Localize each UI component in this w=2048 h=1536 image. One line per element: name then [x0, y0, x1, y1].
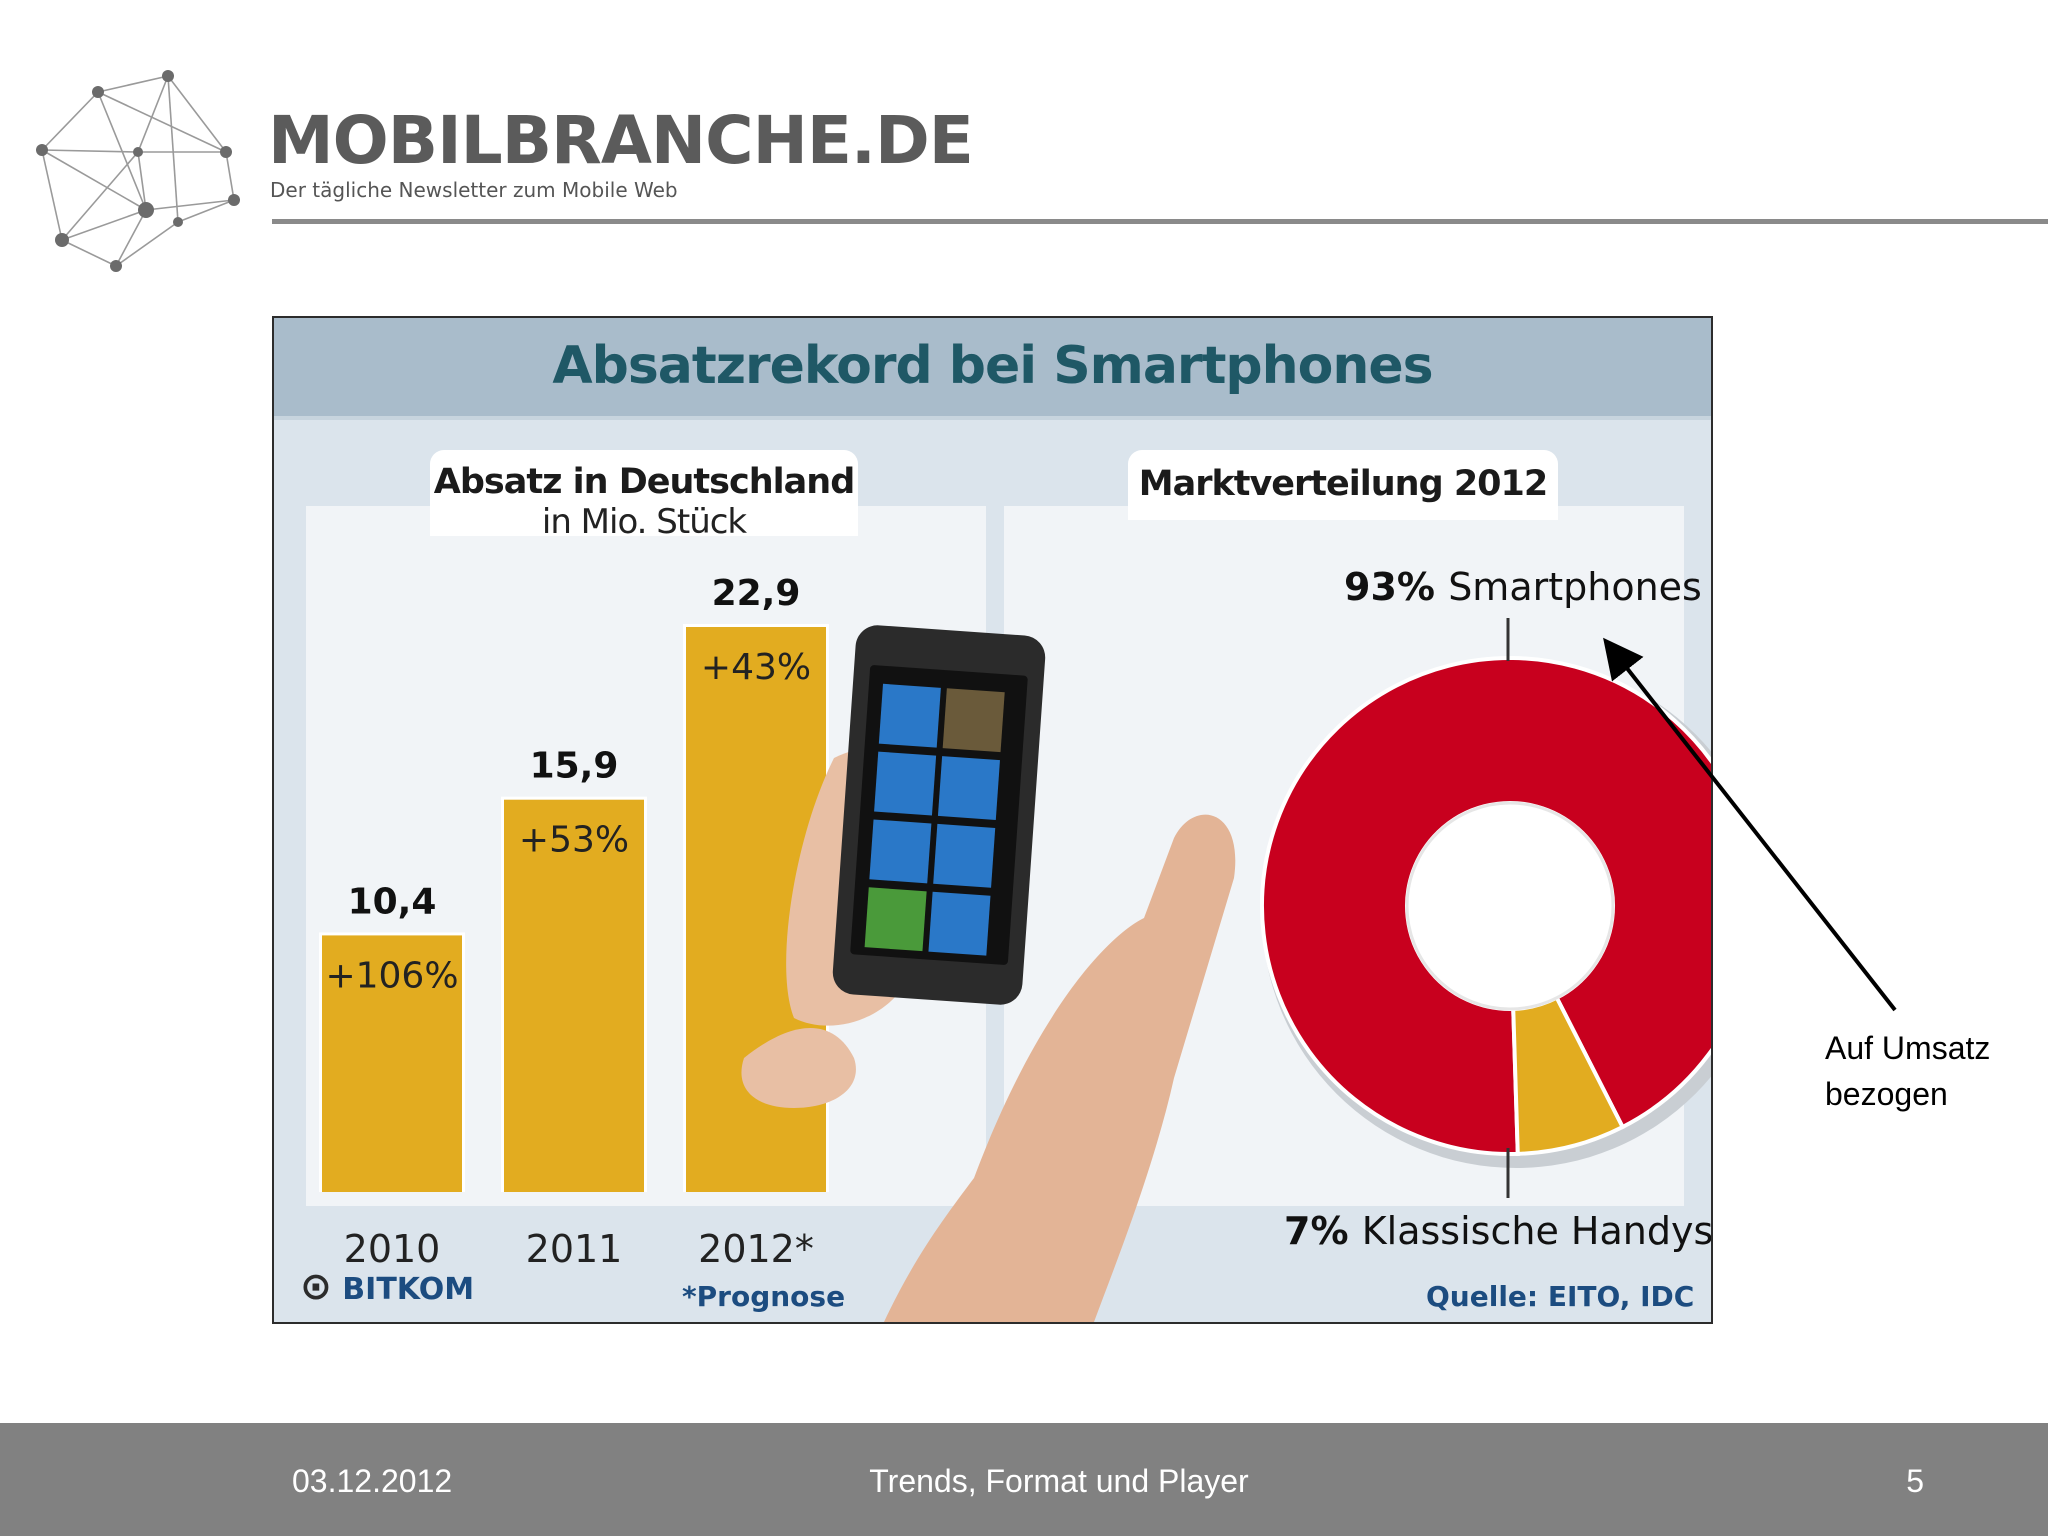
page-number: 5 — [1906, 1463, 1924, 1499]
chart-canvas: 10,4 +106% 2010 15,9 +53% 2011 22,9 +43% 2012* 93… — [319, 565, 1711, 1322]
bar-change-label: +43% — [701, 647, 811, 688]
donut-name-classic: Klassische Handys — [1362, 1209, 1711, 1253]
phone-in-hand-image — [741, 625, 1236, 1322]
phone-tile — [928, 891, 991, 956]
brand-name: MOBILBRANCHE.DE — [268, 102, 974, 179]
annotation-note: Auf Umsatz bezogen — [1825, 1025, 2025, 1117]
chart-image: Absatzrekord bei Smartphones Absatz in D… — [272, 316, 1713, 1324]
annotation-line-2: bezogen — [1825, 1076, 1948, 1112]
chart-title-band: Absatzrekord bei Smartphones — [274, 318, 1711, 420]
phone-tile — [864, 887, 927, 952]
donut-name-smartphones: Smartphones — [1448, 565, 1702, 609]
donut-label-smartphones: 93% Smartphones — [1344, 565, 1702, 609]
bar-panel-subtitle: in Mio. Stück — [541, 502, 747, 542]
phone-tile — [869, 819, 932, 884]
phone-tile — [878, 683, 941, 748]
bar-value-label: 10,4 — [348, 881, 437, 922]
bar — [322, 935, 462, 1192]
bar-panel-tab: Absatz in Deutschland in Mio. Stück — [430, 450, 858, 542]
network-graph-icon — [36, 70, 240, 272]
donut-pct-smartphones: 93% — [1344, 565, 1448, 609]
slide-footer: 03.12.2012 Trends, Format und Player 5 — [0, 1423, 2048, 1536]
donut-label-classic: 7% Klassische Handys — [1284, 1209, 1711, 1253]
chart-source: Quelle: EITO, IDC — [1426, 1280, 1695, 1313]
bar — [504, 799, 644, 1192]
phone-tile — [942, 688, 1005, 753]
chart-footnote: *Prognose — [682, 1280, 846, 1313]
footer-date: 03.12.2012 — [292, 1463, 453, 1499]
publisher-name: BITKOM — [342, 1272, 475, 1307]
chart-title: Absatzrekord bei Smartphones — [552, 336, 1433, 396]
donut-pct-classic: 7% — [1284, 1209, 1362, 1253]
x-tick-label: 2011 — [526, 1227, 623, 1271]
bar-change-label: +53% — [519, 820, 629, 861]
donut-panel-title: Marktverteilung 2012 — [1138, 464, 1548, 504]
hand-palm — [884, 814, 1236, 1322]
brand-tagline: Der tägliche Newsletter zum Mobile Web — [270, 178, 678, 202]
bitkom-icon: ⊙ — [300, 1264, 332, 1308]
annotation-arrow-icon — [1603, 637, 1897, 1012]
x-tick-label: 2012* — [698, 1227, 814, 1271]
phone-tile — [933, 823, 996, 888]
bar-change-label: +106% — [325, 955, 458, 996]
donut-panel-tab: Marktverteilung 2012 — [1128, 450, 1558, 520]
footer-title: Trends, Format und Player — [869, 1463, 1249, 1499]
thumb-shape — [741, 1028, 856, 1108]
annotation-line-1: Auf Umsatz — [1825, 1030, 1991, 1066]
bar-panel-title: Absatz in Deutschland — [433, 462, 856, 502]
donut-hole — [1405, 801, 1615, 1011]
publisher-logo: ⊙ BITKOM — [300, 1264, 474, 1308]
header-divider — [272, 219, 2048, 224]
bar-value-label: 15,9 — [530, 746, 619, 787]
x-tick-label: 2010 — [344, 1227, 441, 1271]
phone-tile — [937, 756, 1000, 820]
phone-tile — [874, 751, 937, 816]
bar-value-label: 22,9 — [712, 573, 801, 614]
